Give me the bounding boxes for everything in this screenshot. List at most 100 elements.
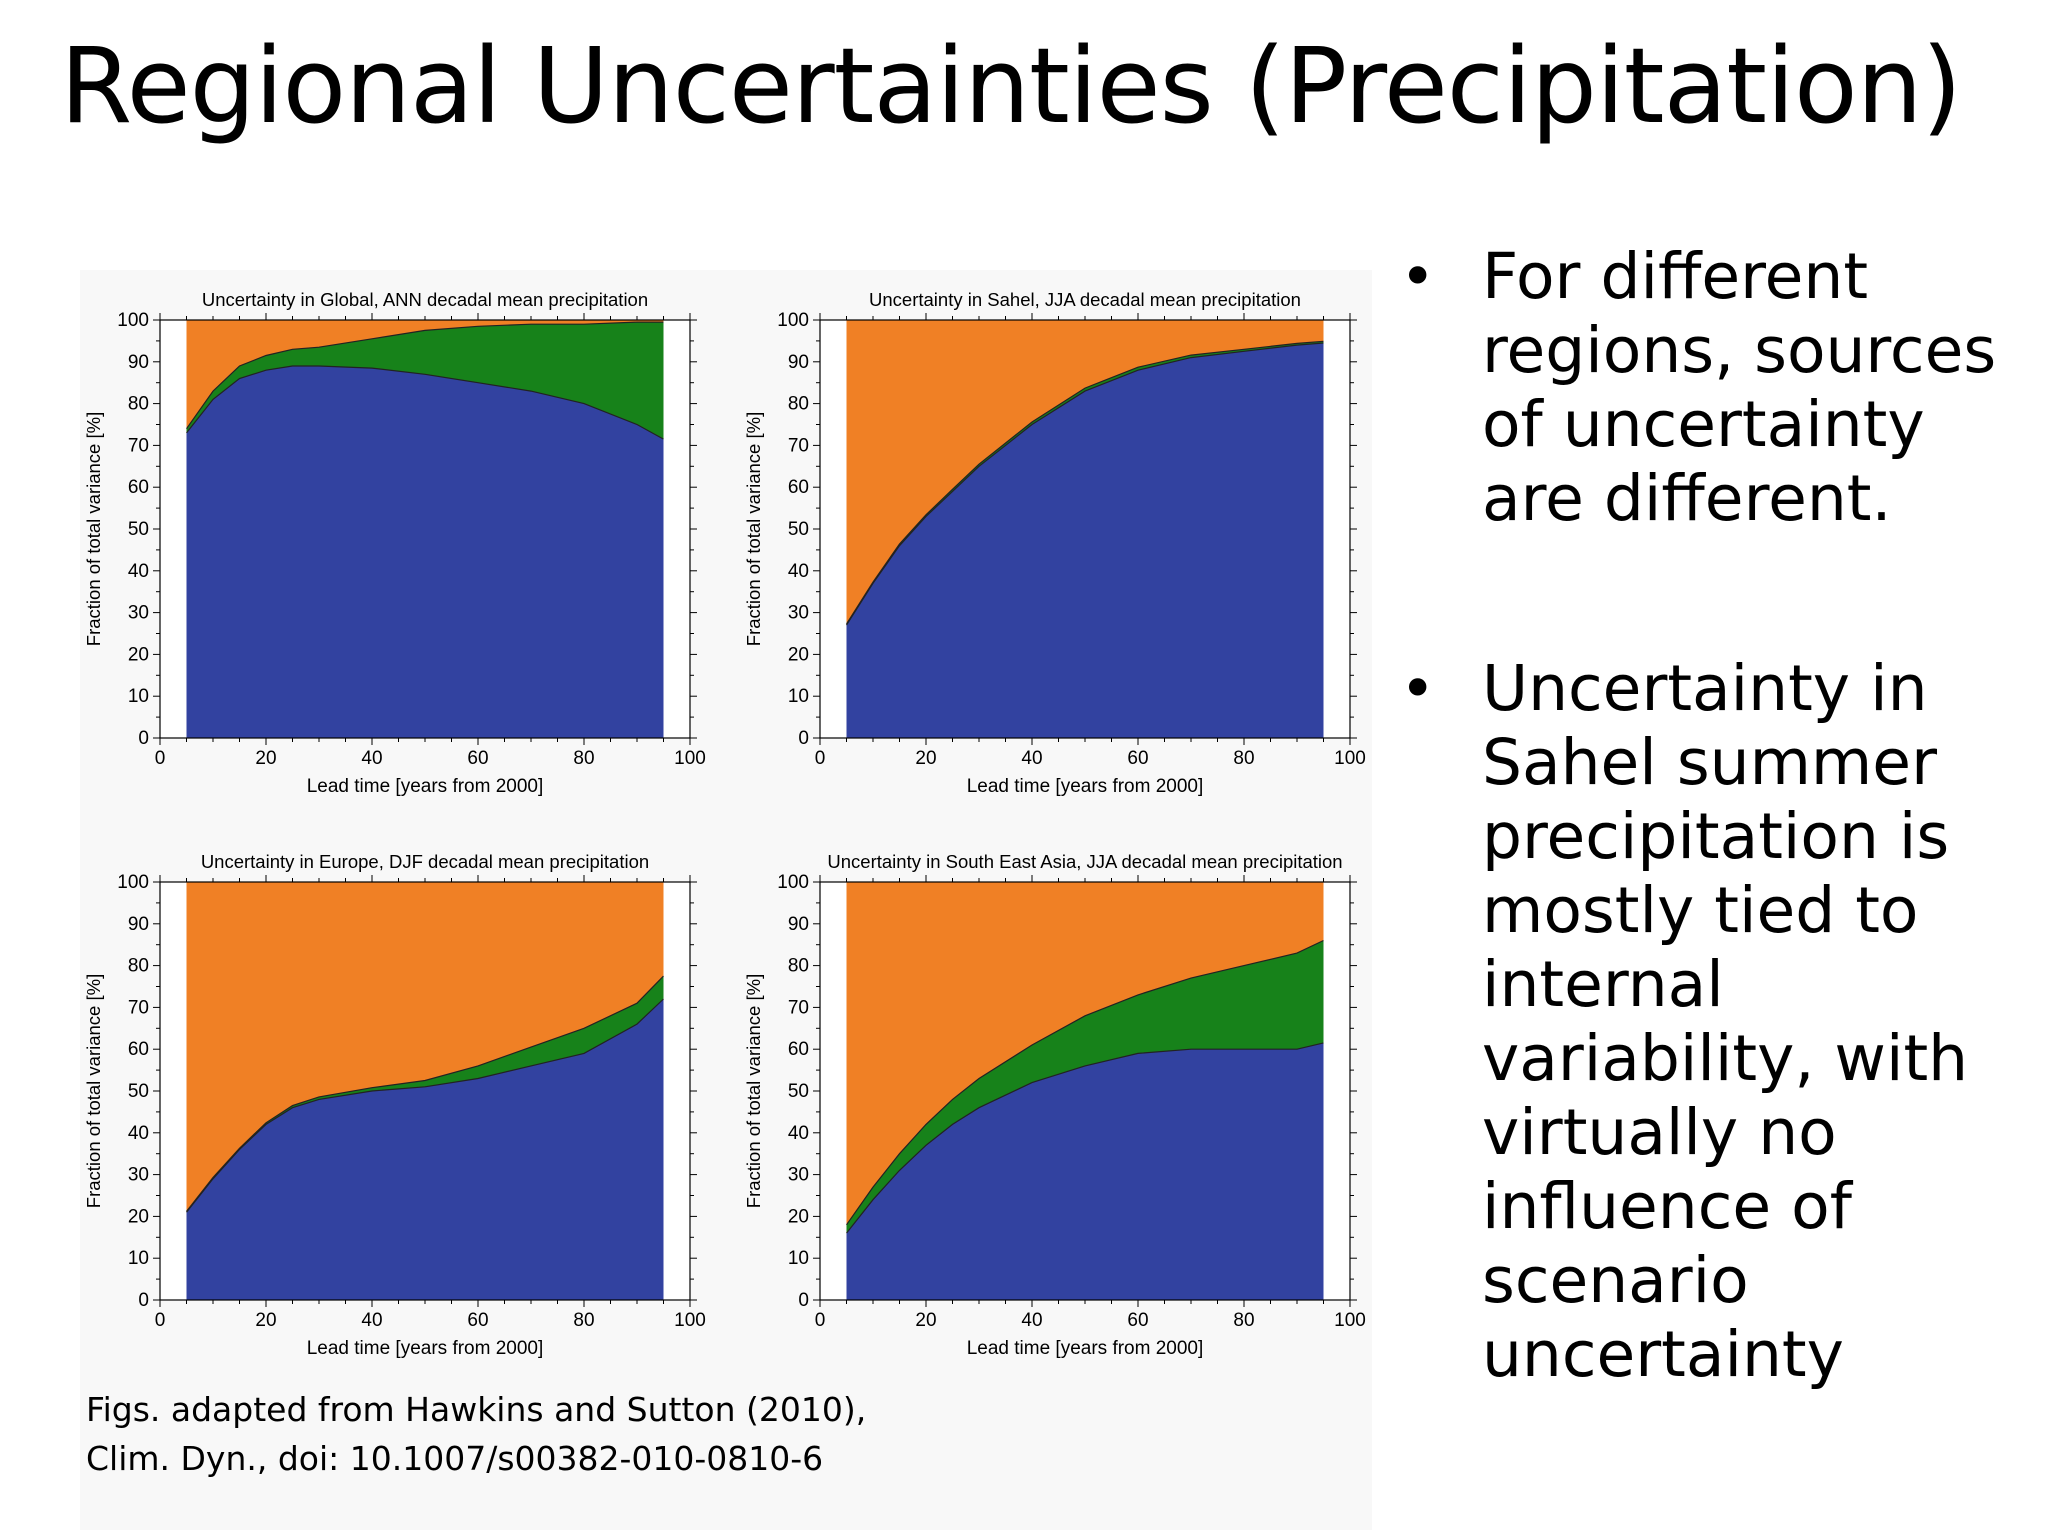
chart-svg: 0 20 40 60 80 100 0 10 20 30 40 50 60 70 80 90 100 Uncert… [743,851,1366,1359]
y-tick-label: 50 [788,519,809,540]
y-tick-label: 0 [138,1290,149,1311]
scenario-area [846,940,1324,1234]
series-boundary-line [846,939,1324,1226]
x-axis-label: Lead time [years from 2000] [967,776,1204,797]
y-tick-label: 40 [128,1123,149,1144]
chart-svg: 0 20 40 60 80 100 0 10 20 30 40 50 60 70 80 90 100 Uncert… [83,851,706,1359]
x-tick-label: 100 [674,748,706,769]
chart-sahel-jja: 0 20 40 60 80 100 0 10 20 30 40 50 60 70 80 90 100 Uncert… [740,280,1390,850]
y-tick-label: 40 [128,561,149,582]
chart-global-ann: 0 20 40 60 80 100 0 10 20 30 40 50 60 70 80 90 100 Uncert… [80,280,730,850]
caption-line: Clim. Dyn., doi: 10.1007/s00382-010-0810… [86,1439,824,1478]
internal-variability-area [846,343,1324,738]
x-tick-label: 60 [467,1310,488,1331]
x-tick-label: 20 [915,748,936,769]
y-tick-label: 50 [788,1081,809,1102]
y-tick-label: 100 [777,872,809,893]
y-tick-label: 20 [788,1206,809,1227]
model-area [186,882,664,1212]
chart-svg: 0 20 40 60 80 100 0 10 20 30 40 50 60 70 80 90 100 Uncert… [743,289,1366,797]
chart-title: Uncertainty in Sahel, JJA decadal mean p… [869,289,1301,310]
caption-line: Figs. adapted from Hawkins and Sutton (2… [86,1390,867,1429]
y-tick-label: 70 [128,435,149,456]
y-tick-label: 10 [128,1248,149,1269]
x-tick-label: 100 [1334,748,1366,769]
series-boundary-line [845,342,1324,626]
series-boundary-line [186,321,664,430]
y-tick-label: 20 [788,644,809,665]
y-tick-label: 10 [128,686,149,707]
y-tick-label: 40 [788,1123,809,1144]
y-tick-label: 0 [138,728,149,749]
x-tick-label: 20 [915,1310,936,1331]
y-tick-label: 30 [128,603,149,624]
x-tick-label: 40 [1021,748,1042,769]
y-tick-label: 100 [777,310,809,331]
chart-title: Uncertainty in South East Asia, JJA deca… [827,851,1342,872]
scenario-area [186,322,664,440]
figure-caption: Figs. adapted from Hawkins and Sutton (2… [86,1385,866,1483]
series-boundary-line [846,1042,1324,1234]
y-tick-label: 50 [128,1081,149,1102]
internal-variability-area [846,1042,1324,1300]
y-axis-label: Fraction of total variance [%] [743,974,764,1208]
x-tick-label: 60 [467,748,488,769]
bullet-item: • For different regions, sources of unce… [1400,240,2040,536]
y-tick-label: 80 [788,394,809,415]
y-tick-label: 80 [128,394,149,415]
x-tick-label: 40 [361,748,382,769]
y-tick-label: 70 [788,435,809,456]
y-axis-label: Fraction of total variance [%] [83,974,104,1208]
x-tick-label: 80 [1233,748,1254,769]
bullet-list: • For different regions, sources of unce… [1400,240,2040,1392]
chart-south-east-asia-jja: 0 20 40 60 80 100 0 10 20 30 40 50 60 70 80 90 100 Uncert… [740,842,1390,1412]
internal-variability-area [186,999,664,1300]
y-tick-label: 10 [788,686,809,707]
y-axis-label: Fraction of total variance [%] [743,412,764,646]
x-tick-label: 0 [815,1310,826,1331]
y-tick-label: 10 [788,1248,809,1269]
x-tick-label: 0 [155,1310,166,1331]
y-tick-label: 0 [798,1290,809,1311]
bullet-icon: • [1400,654,1436,724]
y-tick-label: 100 [117,872,149,893]
x-tick-label: 80 [573,748,594,769]
y-tick-label: 90 [128,352,149,373]
x-tick-label: 20 [255,1310,276,1331]
x-axis-label: Lead time [years from 2000] [307,776,544,797]
y-tick-label: 70 [788,997,809,1018]
x-tick-label: 100 [674,1310,706,1331]
bullet-icon: • [1400,242,1436,312]
y-axis-label: Fraction of total variance [%] [83,412,104,646]
y-tick-label: 60 [128,477,149,498]
y-tick-label: 30 [788,1165,809,1186]
bullet-item: • Uncertainty in Sahel summer precipitat… [1400,652,2040,1392]
x-tick-label: 0 [815,748,826,769]
bullet-text: For different regions, sources of uncert… [1482,240,1997,535]
model-area [846,882,1324,1225]
series-boundary-line [186,975,664,1212]
x-tick-label: 80 [1233,1310,1254,1331]
y-tick-label: 80 [788,956,809,977]
y-tick-label: 100 [117,310,149,331]
chart-title: Uncertainty in Europe, DJF decadal mean … [201,851,649,872]
x-tick-label: 0 [155,748,166,769]
model-area [846,320,1324,624]
y-tick-label: 40 [788,561,809,582]
y-tick-label: 70 [128,997,149,1018]
y-tick-label: 60 [788,1039,809,1060]
model-area [186,320,664,429]
y-tick-label: 0 [798,728,809,749]
y-tick-label: 60 [788,477,809,498]
x-tick-label: 40 [361,1310,382,1331]
y-tick-label: 60 [128,1039,149,1060]
x-tick-label: 20 [255,748,276,769]
y-tick-label: 90 [788,914,809,935]
y-tick-label: 20 [128,644,149,665]
series-boundary-line [186,365,664,440]
slide-title: Regional Uncertainties (Precipitation) [60,25,1962,147]
x-tick-label: 80 [573,1310,594,1331]
internal-variability-area [186,366,664,738]
x-tick-label: 60 [1127,748,1148,769]
y-tick-label: 80 [128,956,149,977]
